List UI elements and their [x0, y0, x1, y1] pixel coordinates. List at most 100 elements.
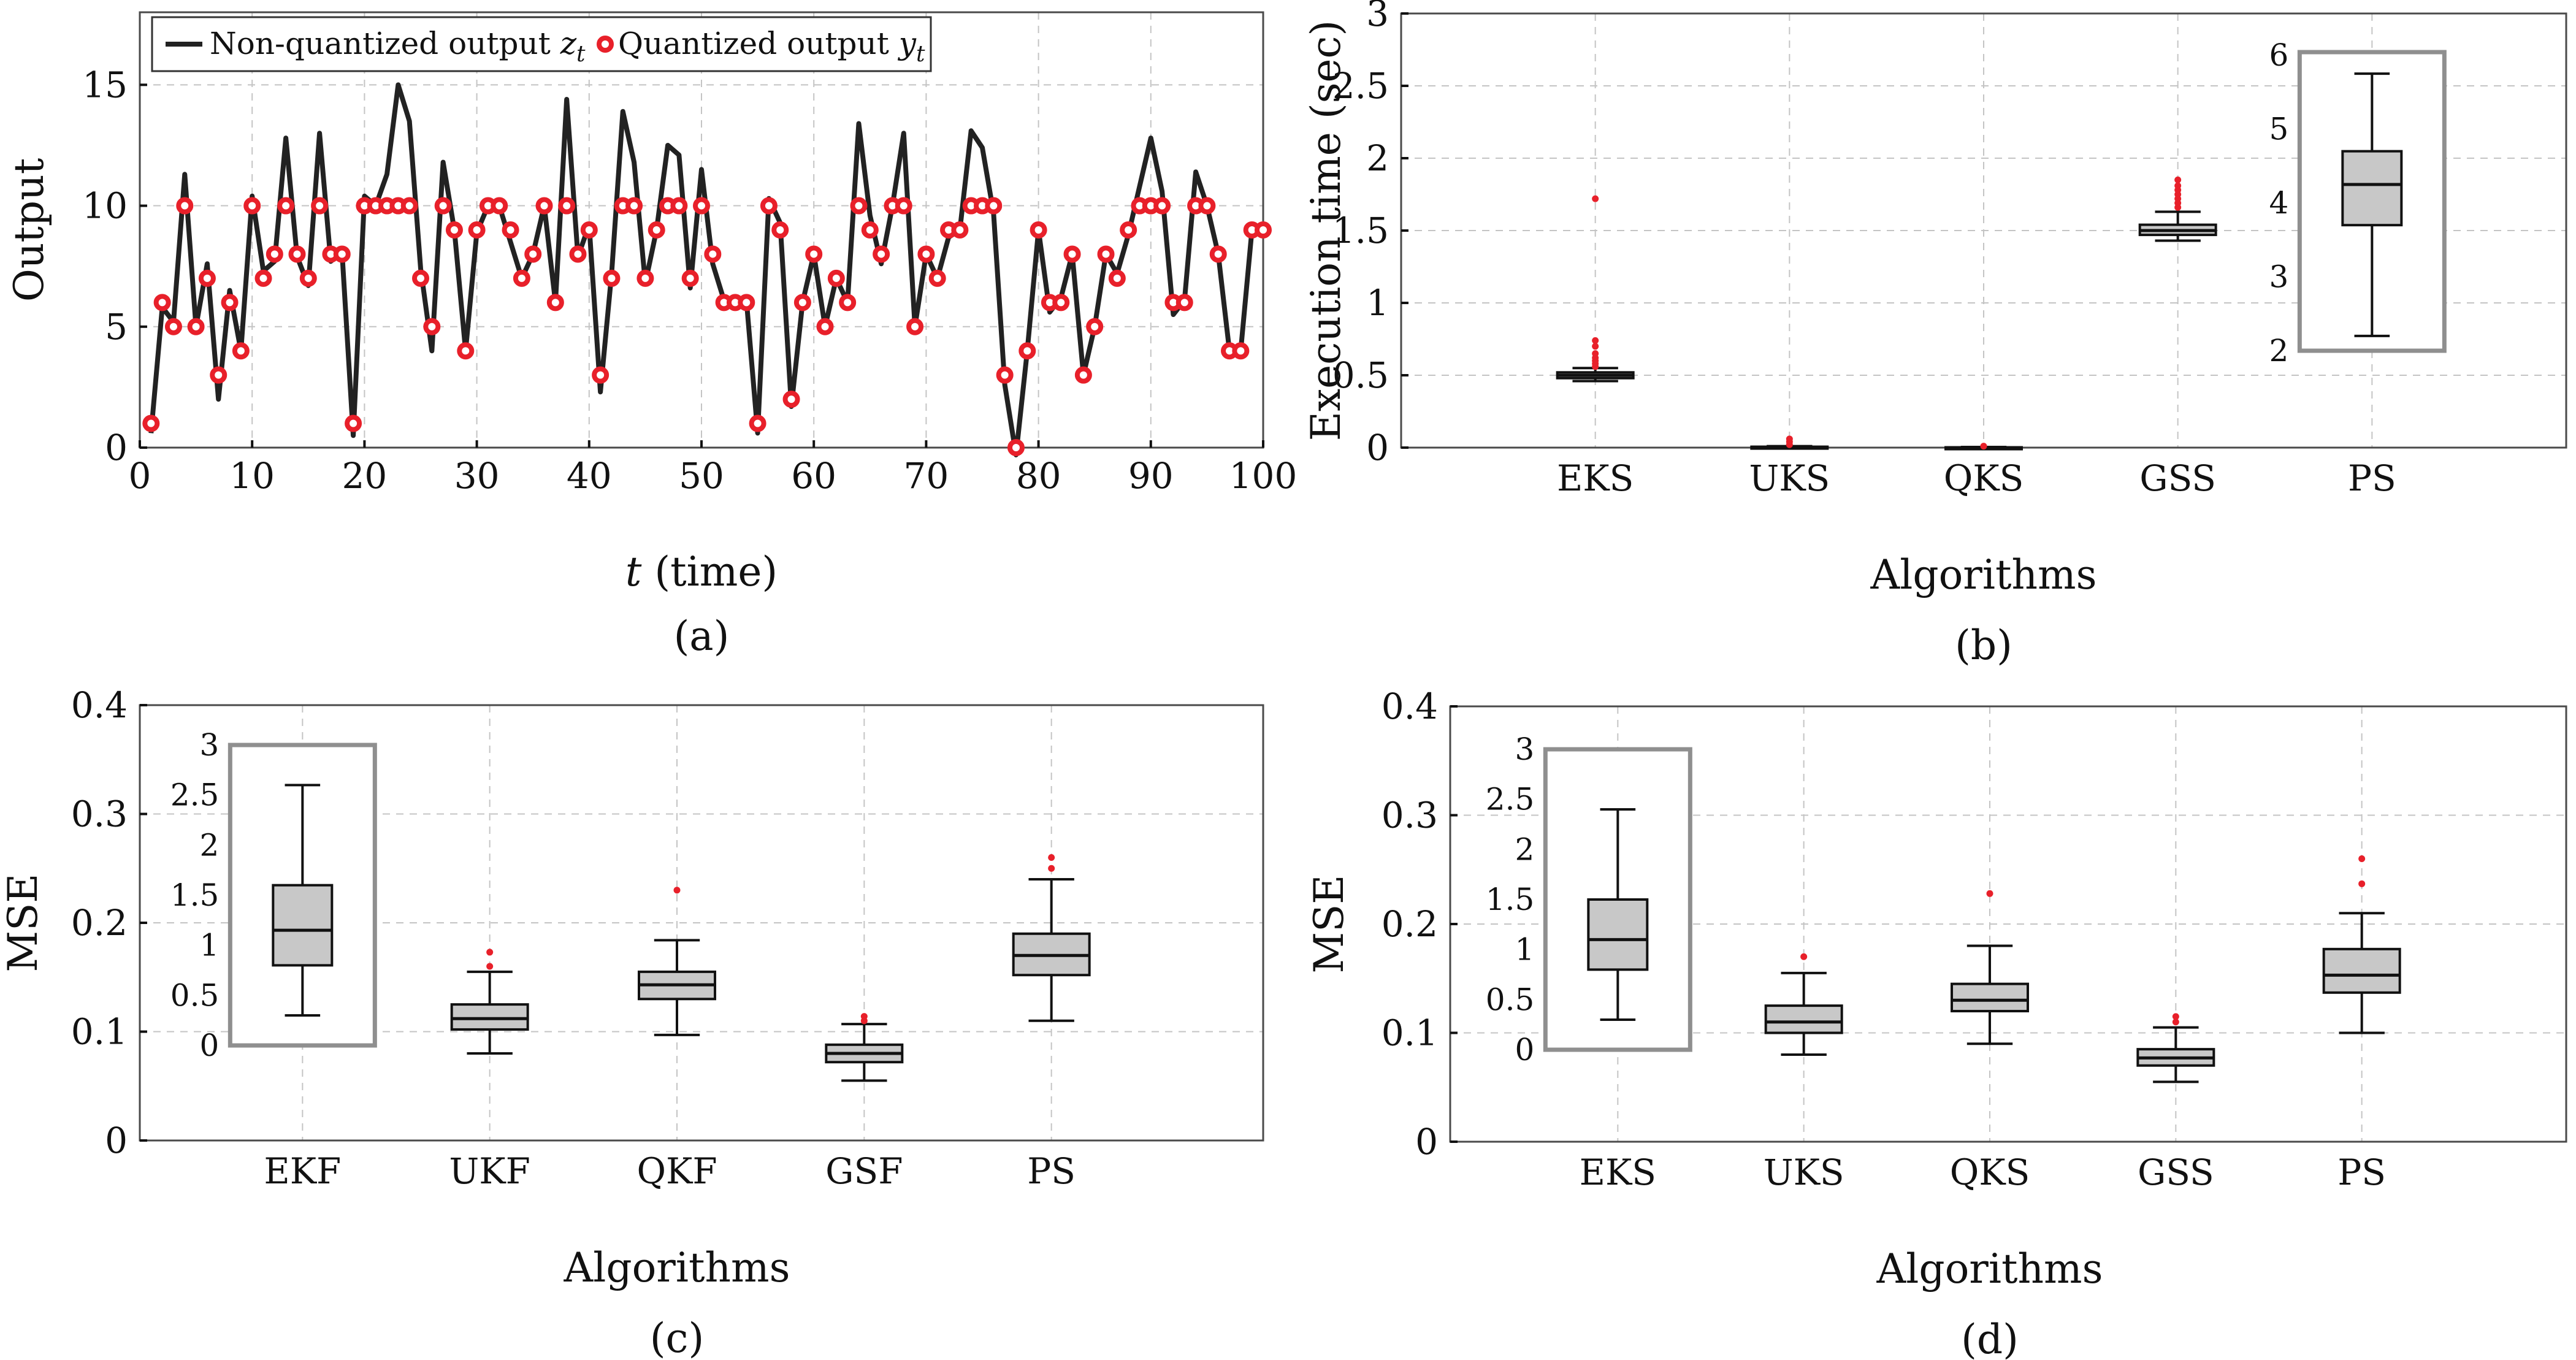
quantized-marker [580, 221, 598, 239]
quantized-marker [670, 197, 688, 215]
x-tick-label: EKS [1580, 1152, 1656, 1193]
outlier-point [1048, 854, 1055, 861]
y-tick-label: 2.5 [1332, 65, 1389, 107]
panel-d: EKS UKS QKS GSS PS 0 0.1 0.2 0.3 0.4 0 0.5 1 1.5 2 2.5 3… [1305, 686, 2567, 1360]
quantized-marker [760, 197, 778, 215]
outlier-point [486, 963, 494, 970]
inset-y-tick-label: 3 [200, 727, 220, 763]
inset-y-tick-label: 2 [1515, 831, 1535, 867]
legend-label-part: t [916, 42, 925, 67]
box-ekf [272, 784, 334, 1017]
x-tick-label: 100 [1229, 455, 1298, 497]
inset-y-tick-label: 3 [2269, 259, 2289, 295]
x-tick-label: PS [2337, 1152, 2386, 1193]
x-tick-label: UKF [449, 1150, 530, 1192]
quantized-marker [1063, 245, 1081, 263]
quantized-marker [592, 366, 610, 384]
quantized-marker [164, 318, 182, 335]
y-axis-label: MSE [0, 874, 47, 972]
quantized-marker [502, 221, 519, 239]
caption: (a) [674, 613, 730, 660]
outlier-point [673, 887, 681, 894]
y-tick-label: 0.1 [1382, 1012, 1438, 1054]
x-tick-label: 20 [342, 455, 387, 497]
outlier-point [1986, 890, 1993, 897]
x-tick-label: EKS [1557, 457, 1634, 499]
panel-a: 0 10 20 30 40 50 60 70 80 90 100 0 5 10 15 Non-quantize… [6, 11, 1298, 660]
legend-box [151, 16, 932, 72]
inset-y-tick-label: 2 [200, 827, 220, 863]
quantized-marker [1074, 366, 1092, 384]
x-tick-label: QKS [1944, 457, 2024, 499]
iqr-box [1587, 898, 1649, 971]
inset: 0 0.5 1 1.5 2 2.5 3 [170, 727, 377, 1063]
inset-y-tick-label: 5 [2269, 112, 2289, 147]
x-axis-label-var: t [625, 548, 642, 595]
quantized-marker [400, 197, 418, 215]
x-tick-label: GSS [2138, 1152, 2214, 1193]
quantized-marker [1198, 197, 1216, 215]
box-ps [2341, 72, 2403, 337]
box-eks [1556, 195, 1635, 383]
quantized-marker [299, 269, 317, 287]
outlier-point [2172, 1018, 2179, 1026]
inset-y-tick-label: 0.5 [170, 977, 220, 1013]
quantized-marker [693, 197, 710, 215]
quantized-marker [996, 366, 1014, 384]
outlier-point [1800, 953, 1808, 960]
x-axis-label-rest: (time) [641, 548, 778, 595]
quantized-marker [277, 197, 295, 215]
outlier-point [1048, 865, 1055, 872]
y-tick-label: 0.2 [71, 902, 128, 944]
quantized-marker [1255, 221, 1272, 239]
y-tick-label: 0.3 [71, 793, 128, 835]
quantized-marker [513, 269, 530, 287]
box-qks [1944, 443, 2023, 451]
quantized-marker [917, 245, 935, 263]
x-axis-label: Algorithms [1870, 551, 2097, 598]
inset-y-tick-label: 4 [2269, 185, 2289, 221]
quantized-marker [648, 221, 665, 239]
iqr-box [450, 1003, 529, 1031]
quantized-marker [254, 269, 272, 287]
quantized-marker [816, 318, 834, 335]
caption: (d) [1961, 1316, 2019, 1360]
outlier-point [2358, 880, 2366, 887]
quantized-marker [311, 197, 329, 215]
panel-b: EKS UKS QKS GSS PS 0 0.5 1 1.5 2 2.5 3 2 3 4 5 6 Algorith… [1302, 0, 2567, 669]
y-tick-label: 2 [1366, 137, 1389, 179]
quantized-marker [873, 245, 890, 263]
quantized-marker [861, 221, 879, 239]
quantized-marker [805, 245, 823, 263]
y-tick-label: 0 [1366, 427, 1389, 468]
y-tick-label: 0.3 [1382, 795, 1438, 836]
box-qkf [638, 887, 716, 1036]
quantized-marker [1108, 269, 1126, 287]
x-tick-label: QKS [1950, 1152, 2030, 1193]
quantized-marker [636, 269, 654, 287]
inset: 0 0.5 1 1.5 2 2.5 3 [1486, 732, 1692, 1068]
inset-y-tick-label: 0.5 [1486, 982, 1535, 1017]
y-tick-label: 15 [82, 64, 128, 105]
quantized-marker [1209, 245, 1227, 263]
quantized-marker [603, 269, 621, 287]
quantized-marker [1052, 294, 1070, 311]
legend-label-part: Non-quantized output [210, 26, 560, 61]
quantized-marker [906, 318, 924, 335]
quantized-marker [895, 197, 912, 215]
quantized-marker [850, 197, 868, 215]
y-axis-label: MSE [1305, 875, 1353, 974]
quantized-marker [176, 197, 194, 215]
legend-label-part: Quantized output [618, 26, 899, 61]
quantized-marker [187, 318, 205, 335]
outlier-point [486, 949, 494, 956]
quantized-marker [1153, 197, 1171, 215]
outlier-point [1786, 435, 1793, 443]
outlier-point [860, 1013, 868, 1020]
x-tick-label: 10 [229, 455, 275, 497]
x-tick-label: UKS [1764, 1152, 1844, 1193]
quantized-marker [704, 245, 722, 263]
iqr-box [2322, 947, 2401, 994]
quantized-marker [1097, 245, 1115, 263]
outlier-point [2174, 176, 2182, 183]
